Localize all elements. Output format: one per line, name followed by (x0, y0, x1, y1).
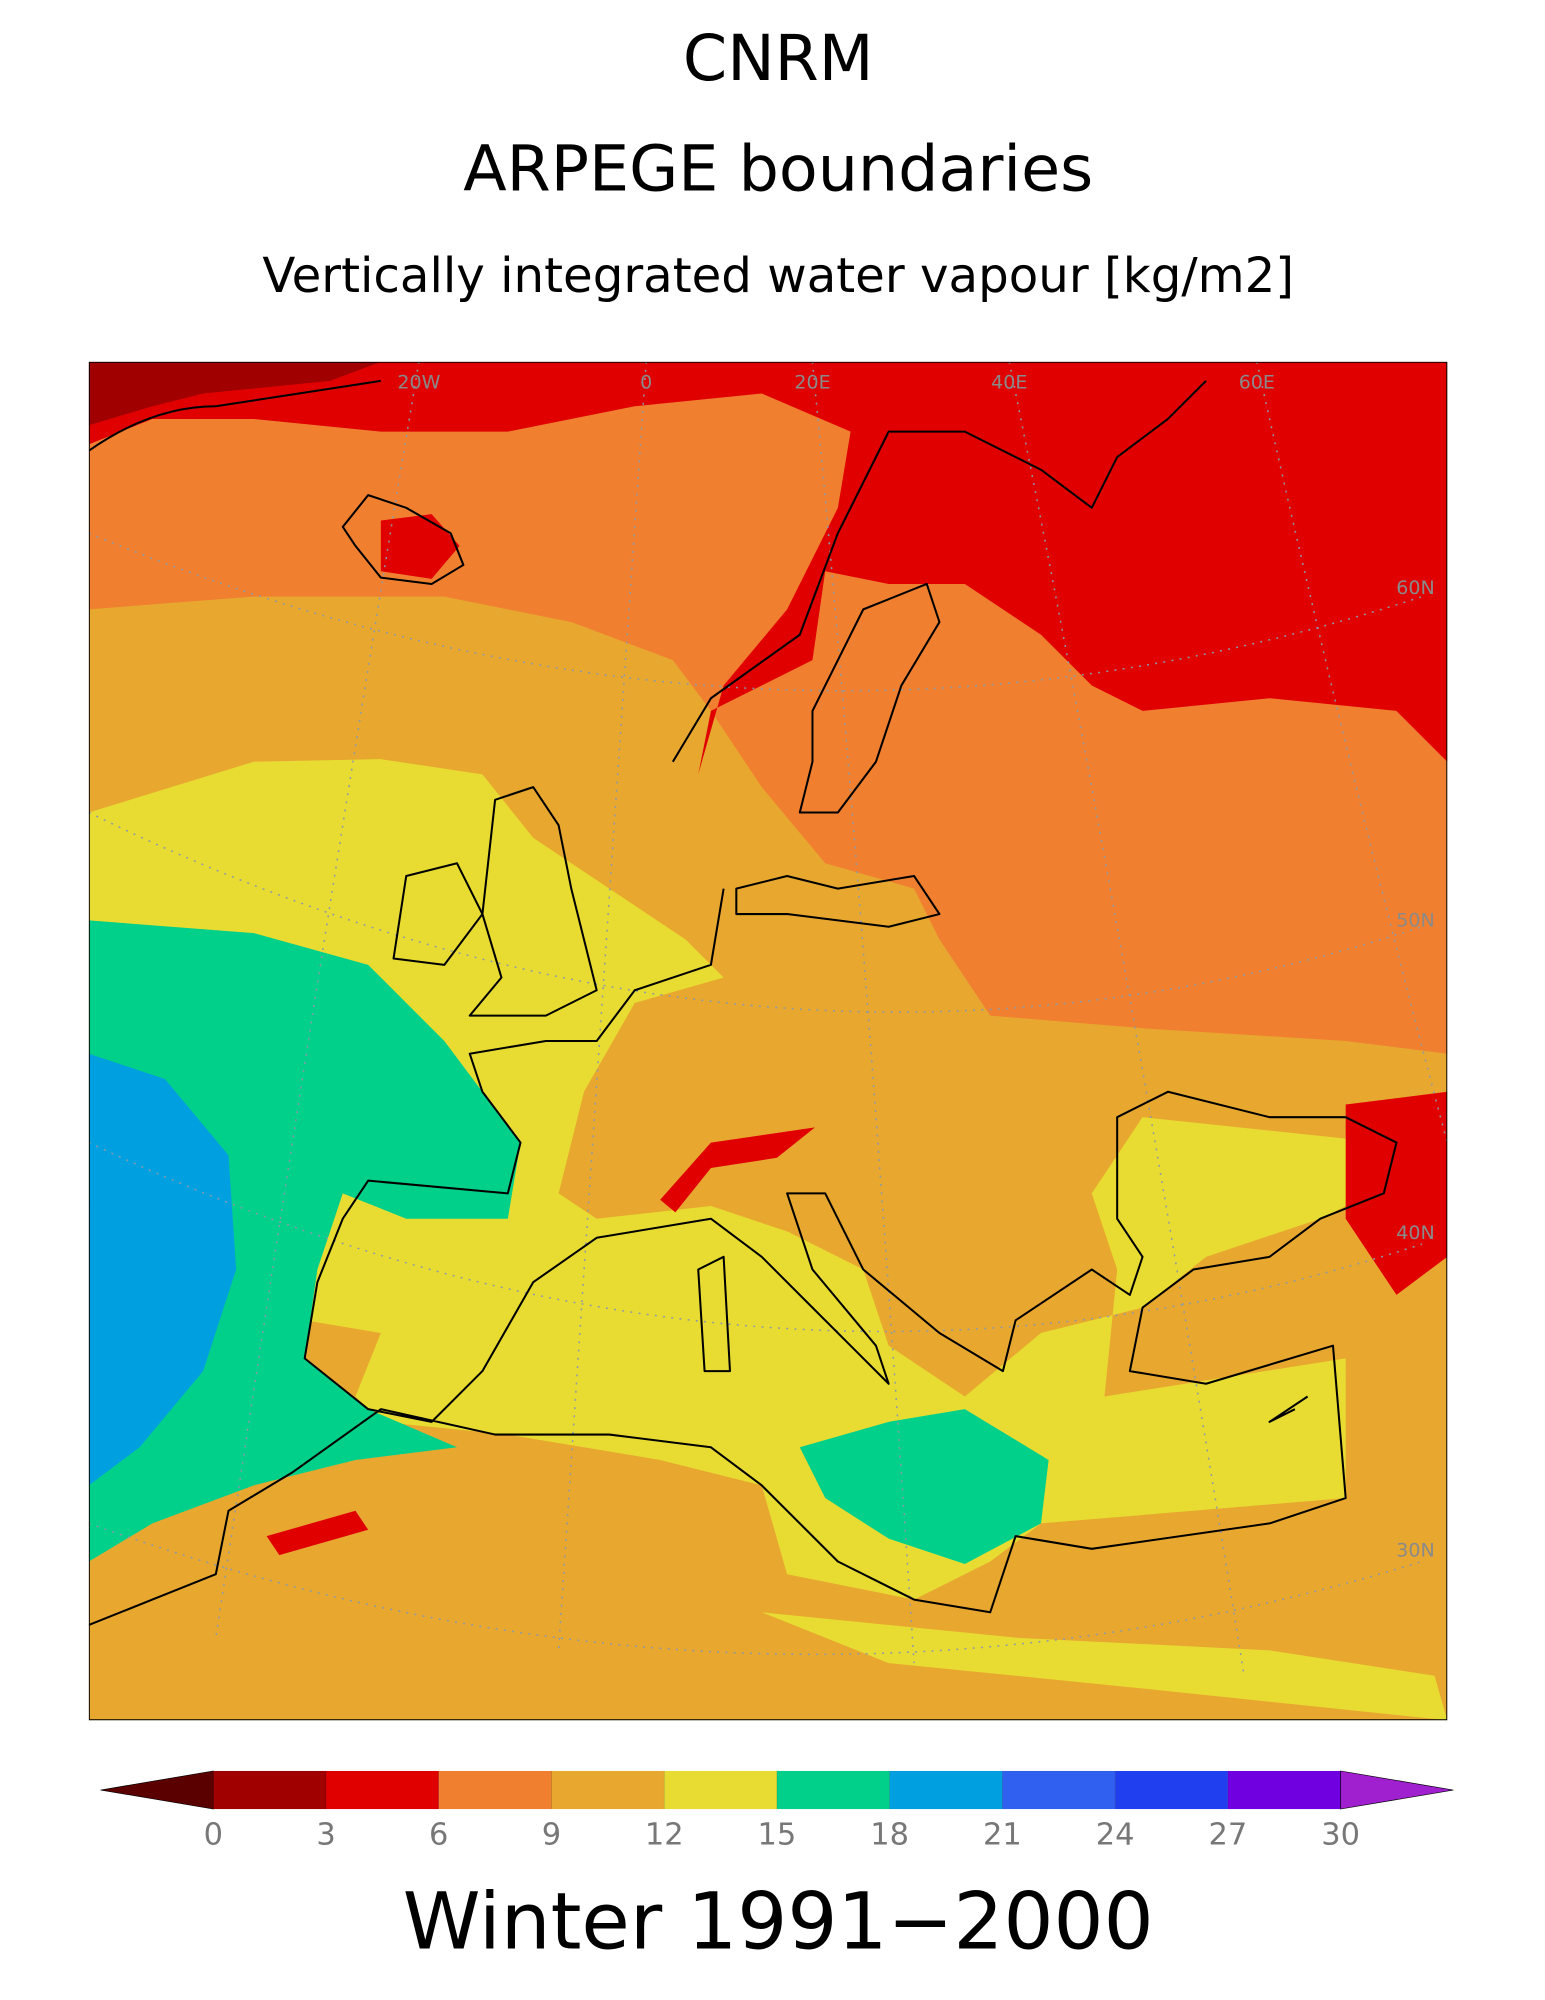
colorbar-tick-label: 18 (870, 1818, 909, 1853)
longitude-label: 60E (1239, 371, 1275, 393)
title: CNRM (683, 21, 874, 95)
longitude-label: 40E (991, 371, 1027, 393)
longitude-label: 0 (640, 371, 652, 393)
longitude-label: 20W (397, 371, 440, 393)
colorbar-extend-high (1340, 1770, 1454, 1810)
longitude-label: 20E (794, 371, 830, 393)
map-field (88, 361, 1448, 1721)
colorbar-tick-label: 9 (542, 1818, 561, 1853)
latitude-label: 40N (1396, 1222, 1434, 1244)
colorbar-segment (1002, 1770, 1116, 1810)
latitude-label: 50N (1396, 910, 1434, 932)
variable: Vertically integrated water vapour [kg/m… (262, 248, 1294, 304)
colorbar-segment (1227, 1770, 1341, 1810)
colorbar-tick-label: 0 (204, 1818, 223, 1853)
subtitle: ARPEGE boundaries (463, 131, 1093, 205)
colorbar-segment (776, 1770, 890, 1810)
colorbar-tick-label: 12 (645, 1818, 684, 1853)
colorbar-segment (889, 1770, 1003, 1810)
colorbar-tick-label: 30 (1321, 1818, 1360, 1853)
colorbar-tick-label: 3 (316, 1818, 335, 1853)
colorbar-tick-label: 15 (758, 1818, 797, 1853)
colorbar-tick-label: 6 (429, 1818, 448, 1853)
footer: Winter 1991−2000 (403, 1876, 1154, 1968)
latitude-label: 60N (1396, 577, 1434, 599)
colorbar-tick-label: 24 (1096, 1818, 1135, 1853)
colorbar-segment (664, 1770, 777, 1810)
colorbar-extend-low (100, 1770, 214, 1810)
colorbar-segment (551, 1770, 665, 1810)
colorbar-tick-label: 21 (983, 1818, 1022, 1853)
latitude-label: 30N (1396, 1539, 1434, 1561)
colorbar-segment (213, 1770, 327, 1810)
colorbar-segment (326, 1770, 439, 1810)
colorbar-segment (438, 1770, 552, 1810)
colorbar-segment (1115, 1770, 1228, 1810)
colorbar-tick-label: 27 (1208, 1818, 1247, 1853)
